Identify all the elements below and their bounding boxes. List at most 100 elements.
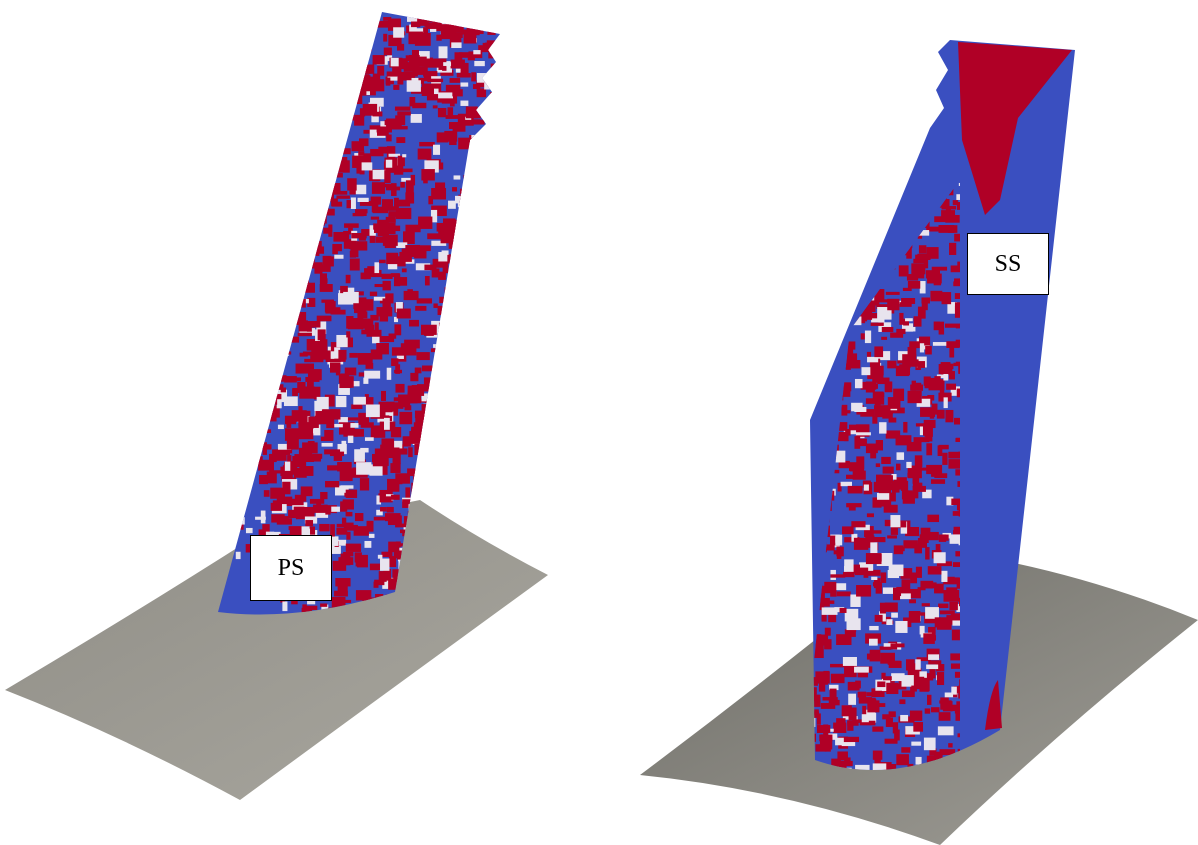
noise-patch bbox=[919, 245, 926, 253]
noise-patch bbox=[487, 353, 495, 358]
noise-patch bbox=[460, 487, 468, 497]
noise-patch bbox=[846, 503, 861, 507]
noise-patch bbox=[414, 444, 422, 455]
noise-patch bbox=[278, 425, 284, 429]
noise-patch bbox=[493, 169, 497, 178]
noise-patch bbox=[281, 91, 293, 97]
noise-patch bbox=[321, 42, 327, 49]
noise-patch bbox=[275, 12, 289, 20]
noise-patch bbox=[803, 635, 813, 641]
noise-patch bbox=[344, 78, 359, 82]
noise-patch bbox=[876, 213, 883, 220]
noise-patch bbox=[397, 111, 411, 115]
noise-patch bbox=[281, 210, 291, 218]
noise-patch bbox=[881, 337, 887, 340]
noise-patch bbox=[450, 283, 456, 288]
noise-patch bbox=[861, 367, 870, 375]
noise-patch bbox=[896, 183, 904, 187]
noise-patch bbox=[346, 46, 351, 58]
noise-patch bbox=[296, 161, 301, 166]
noise-patch bbox=[313, 35, 325, 47]
noise-patch bbox=[893, 722, 898, 733]
noise-patch bbox=[319, 524, 329, 531]
noise-patch bbox=[326, 411, 334, 421]
noise-patch bbox=[370, 292, 377, 296]
noise-patch bbox=[495, 239, 511, 249]
noise-patch bbox=[934, 552, 946, 563]
noise-patch bbox=[305, 520, 313, 526]
noise-patch bbox=[911, 742, 921, 746]
noise-patch bbox=[338, 110, 354, 121]
noise-patch bbox=[367, 42, 372, 52]
noise-patch bbox=[437, 406, 452, 413]
noise-patch bbox=[351, 404, 362, 409]
noise-patch bbox=[909, 599, 916, 603]
noise-patch bbox=[349, 54, 355, 62]
noise-patch bbox=[926, 443, 932, 455]
noise-patch bbox=[280, 298, 287, 304]
noise-patch bbox=[835, 278, 844, 287]
noise-patch bbox=[487, 280, 495, 292]
noise-patch bbox=[486, 458, 501, 467]
noise-patch bbox=[415, 368, 422, 374]
noise-patch bbox=[467, 338, 480, 348]
noise-patch bbox=[468, 180, 479, 185]
noise-patch bbox=[231, 524, 243, 530]
noise-patch bbox=[817, 725, 830, 733]
noise-patch bbox=[447, 107, 453, 117]
noise-patch bbox=[423, 27, 428, 37]
noise-patch bbox=[933, 342, 947, 346]
noise-patch bbox=[835, 318, 850, 323]
noise-patch bbox=[813, 275, 821, 285]
noise-patch bbox=[304, 50, 315, 53]
noise-patch bbox=[482, 497, 494, 501]
noise-patch bbox=[492, 362, 499, 366]
noise-patch bbox=[862, 706, 866, 715]
blade-views bbox=[0, 0, 1198, 845]
noise-patch bbox=[294, 186, 308, 189]
noise-patch bbox=[282, 50, 295, 63]
noise-patch bbox=[442, 67, 446, 71]
noise-patch bbox=[493, 398, 508, 407]
noise-patch bbox=[480, 186, 489, 196]
noise-patch bbox=[281, 83, 288, 92]
noise-patch bbox=[336, 160, 350, 172]
noise-patch bbox=[951, 687, 957, 695]
noise-patch bbox=[888, 397, 901, 409]
noise-patch bbox=[322, 506, 331, 512]
noise-patch bbox=[811, 326, 818, 329]
noise-patch bbox=[920, 343, 924, 352]
noise-patch bbox=[830, 194, 845, 207]
noise-patch bbox=[272, 195, 282, 205]
noise-patch bbox=[365, 437, 374, 441]
noise-patch bbox=[336, 195, 350, 198]
noise-patch bbox=[295, 12, 310, 18]
noise-patch bbox=[447, 495, 454, 506]
noise-patch bbox=[370, 149, 383, 156]
noise-patch bbox=[903, 422, 907, 433]
noise-patch bbox=[488, 528, 503, 539]
noise-patch bbox=[900, 715, 908, 721]
noise-patch bbox=[294, 468, 307, 478]
noise-patch bbox=[842, 410, 851, 413]
noise-patch bbox=[803, 263, 811, 272]
noise-patch bbox=[310, 96, 325, 100]
noise-patch bbox=[939, 712, 951, 721]
noise-patch bbox=[285, 214, 290, 224]
noise-patch bbox=[904, 365, 910, 376]
noise-patch bbox=[438, 10, 448, 15]
noise-patch bbox=[300, 353, 308, 357]
noise-patch bbox=[317, 397, 329, 409]
noise-patch bbox=[399, 412, 412, 424]
noise-patch bbox=[445, 425, 451, 433]
noise-patch bbox=[877, 681, 885, 687]
noise-patch bbox=[305, 82, 316, 91]
noise-patch bbox=[861, 241, 867, 253]
noise-patch bbox=[271, 47, 285, 52]
noise-patch bbox=[940, 610, 955, 614]
noise-patch bbox=[298, 18, 302, 26]
noise-patch bbox=[848, 486, 863, 494]
noise-patch bbox=[397, 169, 412, 173]
noise-patch bbox=[310, 30, 318, 40]
noise-patch bbox=[932, 404, 938, 415]
